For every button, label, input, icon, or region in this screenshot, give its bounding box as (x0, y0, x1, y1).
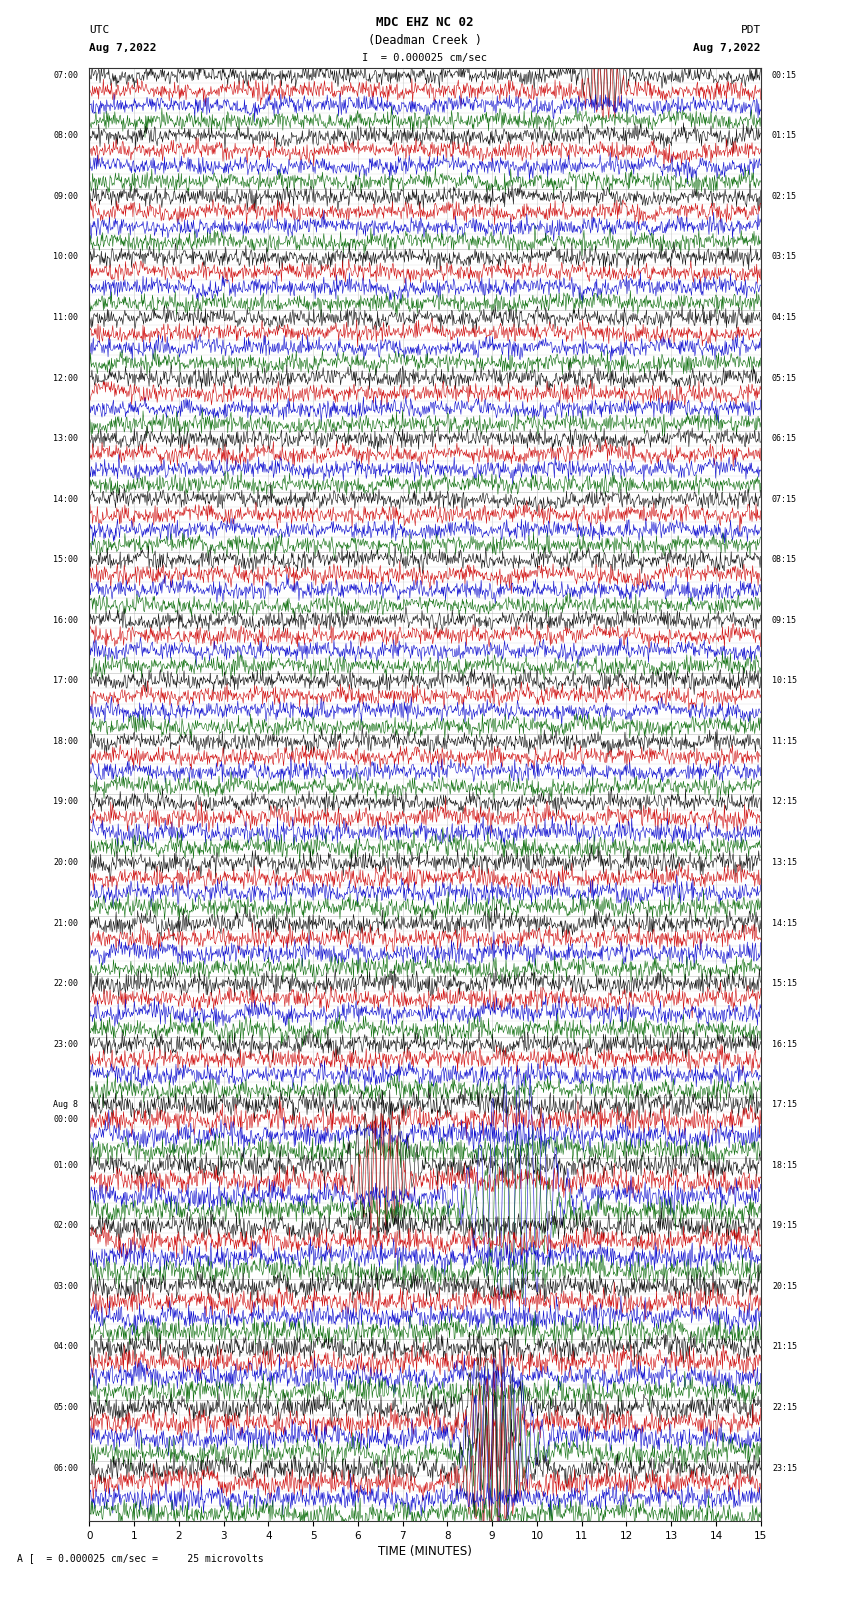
Text: 18:00: 18:00 (53, 737, 78, 745)
Text: Aug 7,2022: Aug 7,2022 (694, 44, 761, 53)
Text: 21:15: 21:15 (772, 1342, 797, 1352)
Text: 02:15: 02:15 (772, 192, 797, 202)
Text: 01:15: 01:15 (772, 131, 797, 140)
Text: 06:00: 06:00 (53, 1463, 78, 1473)
Text: 03:00: 03:00 (53, 1282, 78, 1290)
Text: 21:00: 21:00 (53, 918, 78, 927)
Text: 14:15: 14:15 (772, 918, 797, 927)
Text: 10:15: 10:15 (772, 676, 797, 686)
Text: 19:15: 19:15 (772, 1221, 797, 1231)
Text: 22:15: 22:15 (772, 1403, 797, 1411)
Text: 02:00: 02:00 (53, 1221, 78, 1231)
Text: 07:00: 07:00 (53, 71, 78, 79)
Text: 20:15: 20:15 (772, 1282, 797, 1290)
Text: 11:00: 11:00 (53, 313, 78, 323)
Text: MDC EHZ NC 02: MDC EHZ NC 02 (377, 16, 473, 29)
Text: 18:15: 18:15 (772, 1161, 797, 1169)
Text: 15:00: 15:00 (53, 555, 78, 565)
Text: 23:00: 23:00 (53, 1040, 78, 1048)
Text: 00:00: 00:00 (53, 1115, 78, 1124)
Text: 23:15: 23:15 (772, 1463, 797, 1473)
Text: 17:15: 17:15 (772, 1100, 797, 1110)
Text: 13:00: 13:00 (53, 434, 78, 444)
Text: 07:15: 07:15 (772, 495, 797, 503)
Text: 01:00: 01:00 (53, 1161, 78, 1169)
Text: 12:15: 12:15 (772, 797, 797, 806)
Text: 08:15: 08:15 (772, 555, 797, 565)
Text: 17:00: 17:00 (53, 676, 78, 686)
Text: 06:15: 06:15 (772, 434, 797, 444)
Text: 10:00: 10:00 (53, 253, 78, 261)
Text: 09:00: 09:00 (53, 192, 78, 202)
Text: Aug 8: Aug 8 (53, 1100, 78, 1110)
Text: 16:15: 16:15 (772, 1040, 797, 1048)
Text: A [  = 0.000025 cm/sec =     25 microvolts: A [ = 0.000025 cm/sec = 25 microvolts (17, 1553, 264, 1563)
Text: 00:15: 00:15 (772, 71, 797, 79)
X-axis label: TIME (MINUTES): TIME (MINUTES) (378, 1545, 472, 1558)
Text: 22:00: 22:00 (53, 979, 78, 989)
Text: (Deadman Creek ): (Deadman Creek ) (368, 34, 482, 47)
Text: 04:15: 04:15 (772, 313, 797, 323)
Text: 14:00: 14:00 (53, 495, 78, 503)
Text: UTC: UTC (89, 26, 110, 35)
Text: I  = 0.000025 cm/sec: I = 0.000025 cm/sec (362, 53, 488, 63)
Text: Aug 7,2022: Aug 7,2022 (89, 44, 156, 53)
Text: 09:15: 09:15 (772, 616, 797, 624)
Text: 04:00: 04:00 (53, 1342, 78, 1352)
Text: 20:00: 20:00 (53, 858, 78, 868)
Text: 05:15: 05:15 (772, 374, 797, 382)
Text: 13:15: 13:15 (772, 858, 797, 868)
Text: 16:00: 16:00 (53, 616, 78, 624)
Text: 12:00: 12:00 (53, 374, 78, 382)
Text: 15:15: 15:15 (772, 979, 797, 989)
Text: 05:00: 05:00 (53, 1403, 78, 1411)
Text: 19:00: 19:00 (53, 797, 78, 806)
Text: 11:15: 11:15 (772, 737, 797, 745)
Text: PDT: PDT (740, 26, 761, 35)
Text: 03:15: 03:15 (772, 253, 797, 261)
Text: 08:00: 08:00 (53, 131, 78, 140)
